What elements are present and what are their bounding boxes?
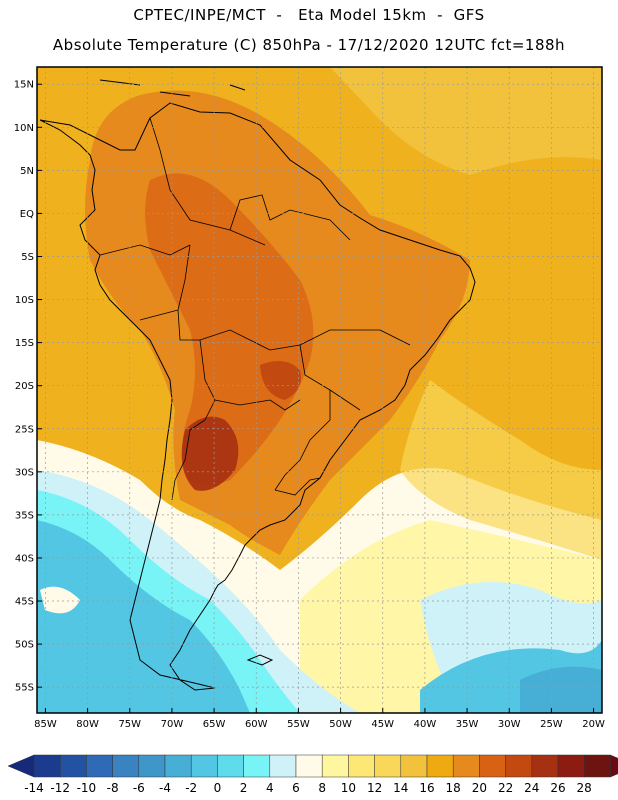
lat-tick-label: 5N bbox=[20, 166, 34, 177]
lat-tick-label: 20S bbox=[15, 381, 34, 392]
colorbar-swatch bbox=[400, 754, 428, 778]
colorbar-label: 12 bbox=[367, 781, 382, 795]
colorbar-swatch bbox=[321, 754, 349, 778]
lon-tick-label: 50W bbox=[329, 719, 352, 730]
lat-tick-label: 50S bbox=[15, 640, 34, 651]
colorbar-label: 26 bbox=[550, 781, 565, 795]
colorbar-swatch bbox=[190, 754, 218, 778]
lon-tick-label: 35W bbox=[456, 719, 479, 730]
colorbar-swatch bbox=[426, 754, 454, 778]
south-america-coastline bbox=[39, 102, 476, 691]
lon-tick-label: 25W bbox=[540, 719, 563, 730]
lat-tick-label: 15S bbox=[15, 338, 34, 349]
field-blue-se bbox=[520, 666, 602, 713]
lat-tick-label: 10S bbox=[15, 295, 34, 306]
field-cyan-mid bbox=[37, 520, 250, 713]
colorbar-swatch bbox=[583, 754, 611, 778]
colorbar-swatch bbox=[112, 754, 140, 778]
lon-tick-label: 80W bbox=[76, 719, 99, 730]
lon-tick-label: 20W bbox=[582, 719, 605, 730]
country-borders bbox=[99, 117, 411, 501]
colorbar-label: 24 bbox=[524, 781, 539, 795]
lon-tick-label: 55W bbox=[287, 719, 310, 730]
colorbar-swatch bbox=[505, 754, 533, 778]
lat-tick-label: 45S bbox=[15, 597, 34, 608]
colorbar-over-arrow bbox=[610, 754, 618, 778]
colorbar-label: -12 bbox=[50, 781, 70, 795]
colorbar-swatch bbox=[164, 754, 192, 778]
colorbar-swatch bbox=[138, 754, 166, 778]
colorbar-label: -14 bbox=[24, 781, 44, 795]
lon-tick-label: 65W bbox=[203, 719, 226, 730]
colorbar-label: 16 bbox=[419, 781, 434, 795]
colorbar-swatch bbox=[348, 754, 375, 778]
colorbar-swatch bbox=[557, 754, 585, 778]
colorbar-swatch bbox=[452, 754, 480, 778]
lat-tick-label: 10N bbox=[14, 123, 34, 134]
colorbar-swatch bbox=[59, 754, 87, 778]
colorbar-label: 0 bbox=[214, 781, 222, 795]
lon-tick-label: 70W bbox=[161, 719, 184, 730]
colorbar-under-arrow bbox=[7, 754, 35, 778]
lat-tick-label: 25S bbox=[15, 424, 34, 435]
lon-tick-label: 60W bbox=[245, 719, 268, 730]
field-ne-ocean bbox=[330, 67, 602, 175]
colorbar-label: 6 bbox=[292, 781, 300, 795]
colorbar-swatch bbox=[33, 754, 61, 778]
map-frame bbox=[36, 66, 603, 714]
lat-tick-label: 55S bbox=[15, 683, 34, 694]
colorbar-swatch bbox=[295, 754, 323, 778]
lon-tick-label: 75W bbox=[118, 719, 141, 730]
field-hottest-core bbox=[181, 416, 239, 491]
lat-tick-label: EQ bbox=[20, 209, 34, 220]
colorbar-label: 20 bbox=[472, 781, 487, 795]
map-title-line2: Absolute Temperature (C) 850hPa - 17/12/… bbox=[52, 36, 566, 54]
colorbar-label: -6 bbox=[133, 781, 145, 795]
lon-tick-label: 30W bbox=[498, 719, 521, 730]
colorbar-swatch bbox=[531, 754, 559, 778]
temperature-field bbox=[37, 67, 602, 713]
field-pale-patch bbox=[40, 586, 80, 614]
colorbar-swatch bbox=[479, 754, 506, 778]
colorbar-label: 22 bbox=[498, 781, 513, 795]
lon-tick-label: 85W bbox=[34, 719, 57, 730]
lon-tick-label: 45W bbox=[371, 719, 394, 730]
colorbar-label: 14 bbox=[393, 781, 408, 795]
lat-tick-label: 35S bbox=[15, 510, 34, 521]
lat-tick-label: 15N bbox=[14, 80, 34, 91]
colorbar-label: 18 bbox=[446, 781, 461, 795]
lat-tick-label: 5S bbox=[21, 252, 34, 263]
longitude-ticks: 85W 80W 75W 70W 65W 60W 55W 50W 45W 40W 35W 30W 25W 2… bbox=[34, 708, 605, 730]
colorbar-swatch bbox=[217, 754, 244, 778]
lon-tick-label: 40W bbox=[414, 719, 437, 730]
colorbar-label: 4 bbox=[266, 781, 274, 795]
map-title-line1: CPTEC/INPE/MCT - Eta Model 15km - GFS bbox=[133, 6, 485, 24]
coastlines bbox=[39, 79, 476, 691]
colorbar-label: 10 bbox=[341, 781, 356, 795]
colorbar-swatch bbox=[374, 754, 402, 778]
colorbar-label: -10 bbox=[77, 781, 97, 795]
latitude-ticks: 15N 10N 5N EQ 5S 10S 15S 20S 25S 30S 35S 40S 45S 50S 5… bbox=[14, 80, 42, 694]
colorbar-swatch bbox=[86, 754, 113, 778]
colorbar-label: -4 bbox=[159, 781, 171, 795]
colorbar-label: -8 bbox=[107, 781, 119, 795]
graticule bbox=[37, 67, 602, 713]
colorbar-label: 2 bbox=[240, 781, 248, 795]
field-yellow-ocean bbox=[400, 380, 602, 560]
lat-tick-label: 30S bbox=[15, 467, 34, 478]
colorbar-label: 28 bbox=[577, 781, 592, 795]
colorbar-label: -2 bbox=[185, 781, 197, 795]
colorbar: -14 -12 -10 -8 -6 -4 -2 0 2 4 6 8 10 12 14 16 18 20 22 24 26… bbox=[7, 754, 618, 795]
field-hot-core-2 bbox=[260, 361, 301, 400]
falkland-islands bbox=[246, 654, 274, 666]
colorbar-swatch bbox=[243, 754, 271, 778]
colorbar-label: 8 bbox=[318, 781, 326, 795]
field-hot-zone bbox=[145, 173, 314, 486]
colorbar-swatch bbox=[269, 754, 297, 778]
lat-tick-label: 40S bbox=[15, 553, 34, 564]
